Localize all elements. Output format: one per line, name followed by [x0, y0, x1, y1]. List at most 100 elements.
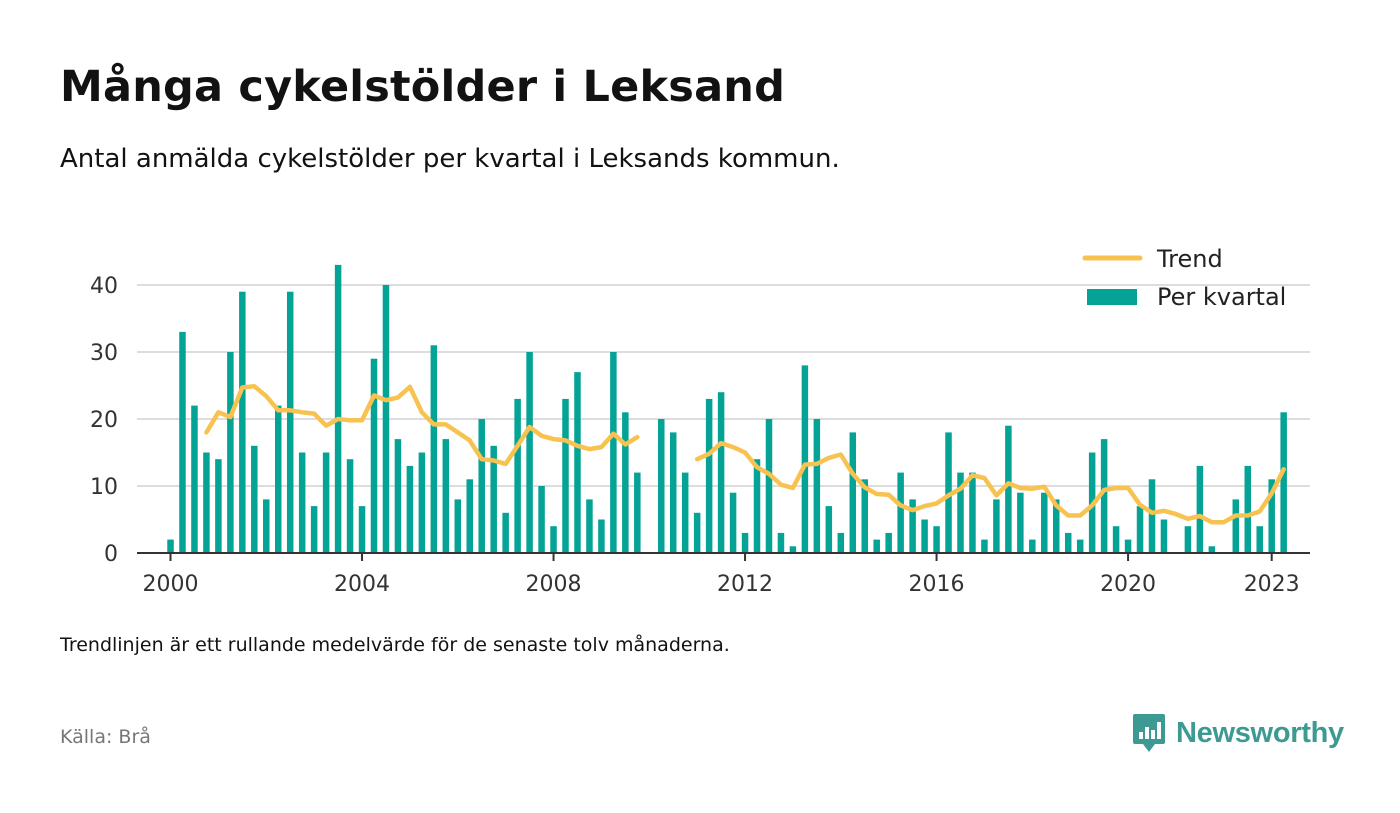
bar: [933, 526, 940, 553]
bar: [1268, 479, 1275, 553]
bar: [1005, 425, 1012, 553]
bar: [981, 539, 988, 553]
newsworthy-logo[interactable]: Newsworthy: [1132, 712, 1344, 754]
bar: [322, 452, 330, 553]
bar: [574, 372, 581, 553]
bar: [1017, 492, 1024, 553]
bar: [418, 452, 426, 553]
legend-bar-label: Per kvartal: [1157, 283, 1286, 311]
bar: [1136, 506, 1144, 553]
bar: [514, 398, 521, 553]
bar: [825, 506, 833, 553]
bar: [286, 291, 294, 553]
bar: [1064, 532, 1072, 553]
bar: [526, 352, 533, 553]
y-tick-label: 20: [90, 408, 118, 433]
bar: [358, 506, 366, 553]
y-tick-label: 10: [90, 475, 118, 500]
bar: [789, 546, 797, 553]
bar: [634, 472, 641, 553]
bar: [1160, 519, 1168, 553]
bar: [346, 459, 354, 553]
bar: [1076, 539, 1084, 553]
bar: [179, 331, 186, 553]
bar: [227, 352, 234, 553]
bar: [263, 499, 270, 553]
bar: [478, 419, 485, 553]
chart-subtitle: Antal anmälda cykelstölder per kvartal i…: [60, 144, 840, 174]
bar: [1184, 526, 1192, 553]
bar: [1052, 499, 1060, 553]
bar: [969, 472, 976, 553]
bar: [442, 439, 450, 553]
bar: [430, 345, 438, 553]
bar: [921, 519, 928, 553]
y-tick-label: 30: [90, 341, 118, 366]
bar: [538, 486, 545, 553]
bar: [406, 465, 414, 553]
bar: [1112, 526, 1120, 553]
bar: [251, 445, 258, 553]
chart-title: Många cykelstölder i Leksand: [60, 62, 786, 112]
bar: [550, 526, 557, 553]
bar: [945, 432, 952, 553]
bar: [837, 532, 845, 553]
trend-series: [204, 383, 1286, 525]
bar: [861, 479, 868, 553]
bar: [382, 285, 390, 553]
bar: [394, 439, 402, 553]
bar: [370, 358, 378, 553]
bar: [669, 432, 677, 553]
newsworthy-logo-icon: [1133, 714, 1165, 752]
bar: [1100, 439, 1108, 553]
bar: [993, 499, 1000, 553]
bar: [1208, 546, 1216, 553]
x-tick-label: 2012: [717, 572, 773, 597]
trend-line: [204, 383, 640, 467]
bar: [753, 459, 761, 553]
x-tick-label: 2008: [526, 572, 582, 597]
bar: [909, 499, 916, 553]
bar: [502, 512, 509, 553]
bar: [705, 398, 713, 553]
y-tick-label: 0: [104, 542, 118, 567]
bar: [167, 539, 174, 553]
bar: [454, 499, 462, 553]
bar: [1029, 539, 1036, 553]
bar: [658, 419, 665, 553]
source-credit: Källa: Brå: [60, 726, 151, 748]
trend-line: [694, 440, 1286, 525]
bar: [466, 479, 473, 553]
bar: [1196, 465, 1204, 553]
bar: [1041, 492, 1048, 553]
bar: [622, 412, 629, 553]
bar: [765, 419, 773, 553]
bar: [1256, 526, 1263, 553]
x-tick-label: 2004: [334, 572, 390, 597]
x-tick-label: 2023: [1244, 572, 1300, 597]
bar: [957, 472, 964, 553]
x-tick-label: 2016: [909, 572, 965, 597]
bar: [490, 445, 497, 553]
bar: [717, 392, 725, 553]
x-tick-label: 2020: [1100, 572, 1156, 597]
bar: [729, 492, 737, 553]
bar: [693, 512, 701, 553]
bar: [310, 506, 318, 553]
bar: [1280, 412, 1287, 553]
bar-series: [167, 264, 1287, 553]
bar: [610, 352, 617, 553]
legend-bar-swatch: [1087, 289, 1137, 305]
bar: [586, 499, 593, 553]
bar: [1244, 465, 1252, 553]
bar: [801, 365, 809, 553]
footnote: Trendlinjen är ett rullande medelvärde f…: [60, 634, 730, 656]
x-axis-tick-labels: 2000 2004 2008 2012 2016 2020 2023: [143, 553, 1300, 597]
bar: [897, 472, 904, 553]
bar: [239, 291, 246, 553]
bar: [873, 539, 880, 553]
bar: [741, 532, 749, 553]
legend: Trend Per kvartal: [1082, 245, 1286, 311]
chart-area: 0 10 20 30 40 2000 2004 2008 2012 2016 2020 2023 T…: [90, 245, 1310, 597]
bar: [777, 532, 785, 553]
